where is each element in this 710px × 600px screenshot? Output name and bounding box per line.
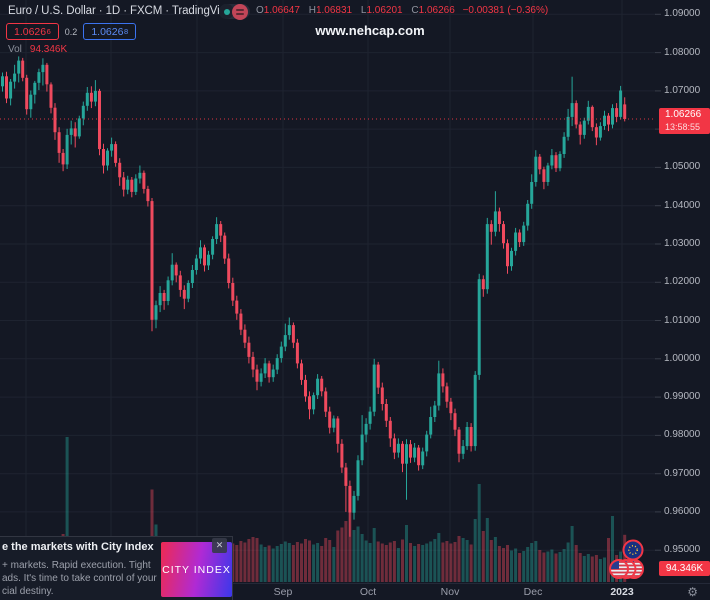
volume-value: 94.346K bbox=[29, 44, 68, 55]
bid-sup: 6 bbox=[46, 27, 51, 36]
ask-sup: 8 bbox=[123, 27, 129, 36]
price-tick-label: 1.09000 bbox=[664, 8, 701, 20]
price-tick-label: 1.04000 bbox=[664, 199, 701, 211]
us-flag-icon bbox=[610, 560, 628, 578]
toggle-dot-icon bbox=[219, 4, 234, 19]
ad-title[interactable]: e the markets with City Index bbox=[2, 541, 154, 553]
open-value: 1.06647 bbox=[263, 5, 300, 16]
low-label: L bbox=[360, 5, 367, 16]
ad-banner[interactable]: e the markets with City Index + markets.… bbox=[0, 536, 233, 600]
city-index-logo-text: CITY INDEX bbox=[162, 563, 231, 576]
bid-value: 1.0626 bbox=[14, 25, 47, 38]
toggle-list-icon bbox=[232, 3, 248, 20]
ask-badge[interactable]: 1.0626 8 bbox=[83, 23, 137, 40]
high-value: 1.06831 bbox=[315, 5, 353, 16]
price-tick-label: 1.05000 bbox=[664, 161, 701, 173]
volume-indicator-row: Vol 94.346K bbox=[8, 44, 67, 55]
price-tick-label: 1.03000 bbox=[664, 237, 701, 249]
volume-label[interactable]: Vol bbox=[8, 44, 22, 55]
low-value: 1.06201 bbox=[366, 5, 403, 16]
symbol-title[interactable]: Euro / U.S. Dollar · 1D · FXCM · Trading… bbox=[8, 5, 235, 17]
eu-flag-icon bbox=[622, 539, 644, 561]
ad-body-line: ads. It's time to take control of your bbox=[2, 573, 157, 584]
price-axis[interactable]: 1.090001.080001.070001.060001.050001.040… bbox=[656, 0, 710, 583]
ohlc-readout: O1.06647 H1.06831 L1.06201 C1.06266 −0.0… bbox=[256, 5, 548, 16]
last-price-value: 1.06266 bbox=[665, 108, 702, 120]
time-tick-label: Dec bbox=[523, 586, 543, 598]
bar-countdown: 13:58:55 bbox=[665, 121, 701, 132]
close-label: C bbox=[411, 5, 419, 16]
time-tick-label: Nov bbox=[440, 586, 460, 598]
price-tick-label: 0.96000 bbox=[664, 505, 701, 517]
price-tick-label: 1.02000 bbox=[664, 276, 701, 288]
time-tick-label: Sep bbox=[273, 586, 293, 598]
ad-body-line: + markets. Rapid execution. Tight bbox=[2, 560, 151, 571]
high-label: H bbox=[308, 5, 316, 16]
quote-source-toggle[interactable] bbox=[219, 3, 250, 20]
price-tick-label: 0.95000 bbox=[664, 544, 701, 556]
price-tick-label: 1.08000 bbox=[664, 46, 701, 58]
time-tick-label: 2023 bbox=[610, 586, 634, 598]
ask-value: 1.0626 bbox=[91, 25, 124, 38]
gear-icon[interactable]: ⚙ bbox=[687, 585, 698, 599]
site-watermark: www.nehcap.com bbox=[315, 23, 425, 38]
ad-body-line: cial destiny. bbox=[2, 586, 54, 597]
last-price-badge: 1.06266 13:58:55 bbox=[659, 107, 710, 134]
volume-axis-badge: 94.346K bbox=[659, 561, 710, 576]
open-label: O bbox=[256, 5, 264, 16]
bid-badge[interactable]: 1.0626 6 bbox=[6, 23, 59, 40]
time-tick-label: Oct bbox=[359, 586, 377, 598]
price-tick-label: 1.00000 bbox=[664, 352, 701, 364]
bid-ask-row: 1.0626 6 0.2 1.0626 8 bbox=[6, 23, 137, 40]
ad-close-button[interactable]: ✕ bbox=[212, 538, 227, 553]
price-tick-label: 1.01000 bbox=[664, 314, 701, 326]
price-tick-label: 0.98000 bbox=[664, 429, 701, 441]
price-tick-label: 0.97000 bbox=[664, 467, 701, 479]
symbol-row: Euro / U.S. Dollar · 1D · FXCM · Trading… bbox=[8, 3, 234, 19]
price-tick-label: 1.07000 bbox=[664, 84, 701, 96]
change-value: −0.00381 (−0.36%) bbox=[462, 5, 549, 16]
spread-value: 0.2 bbox=[64, 26, 78, 37]
close-value: 1.06266 bbox=[418, 5, 455, 16]
price-tick-label: 0.99000 bbox=[664, 391, 701, 403]
ad-body: + markets. Rapid execution. Tight ads. I… bbox=[2, 559, 157, 598]
